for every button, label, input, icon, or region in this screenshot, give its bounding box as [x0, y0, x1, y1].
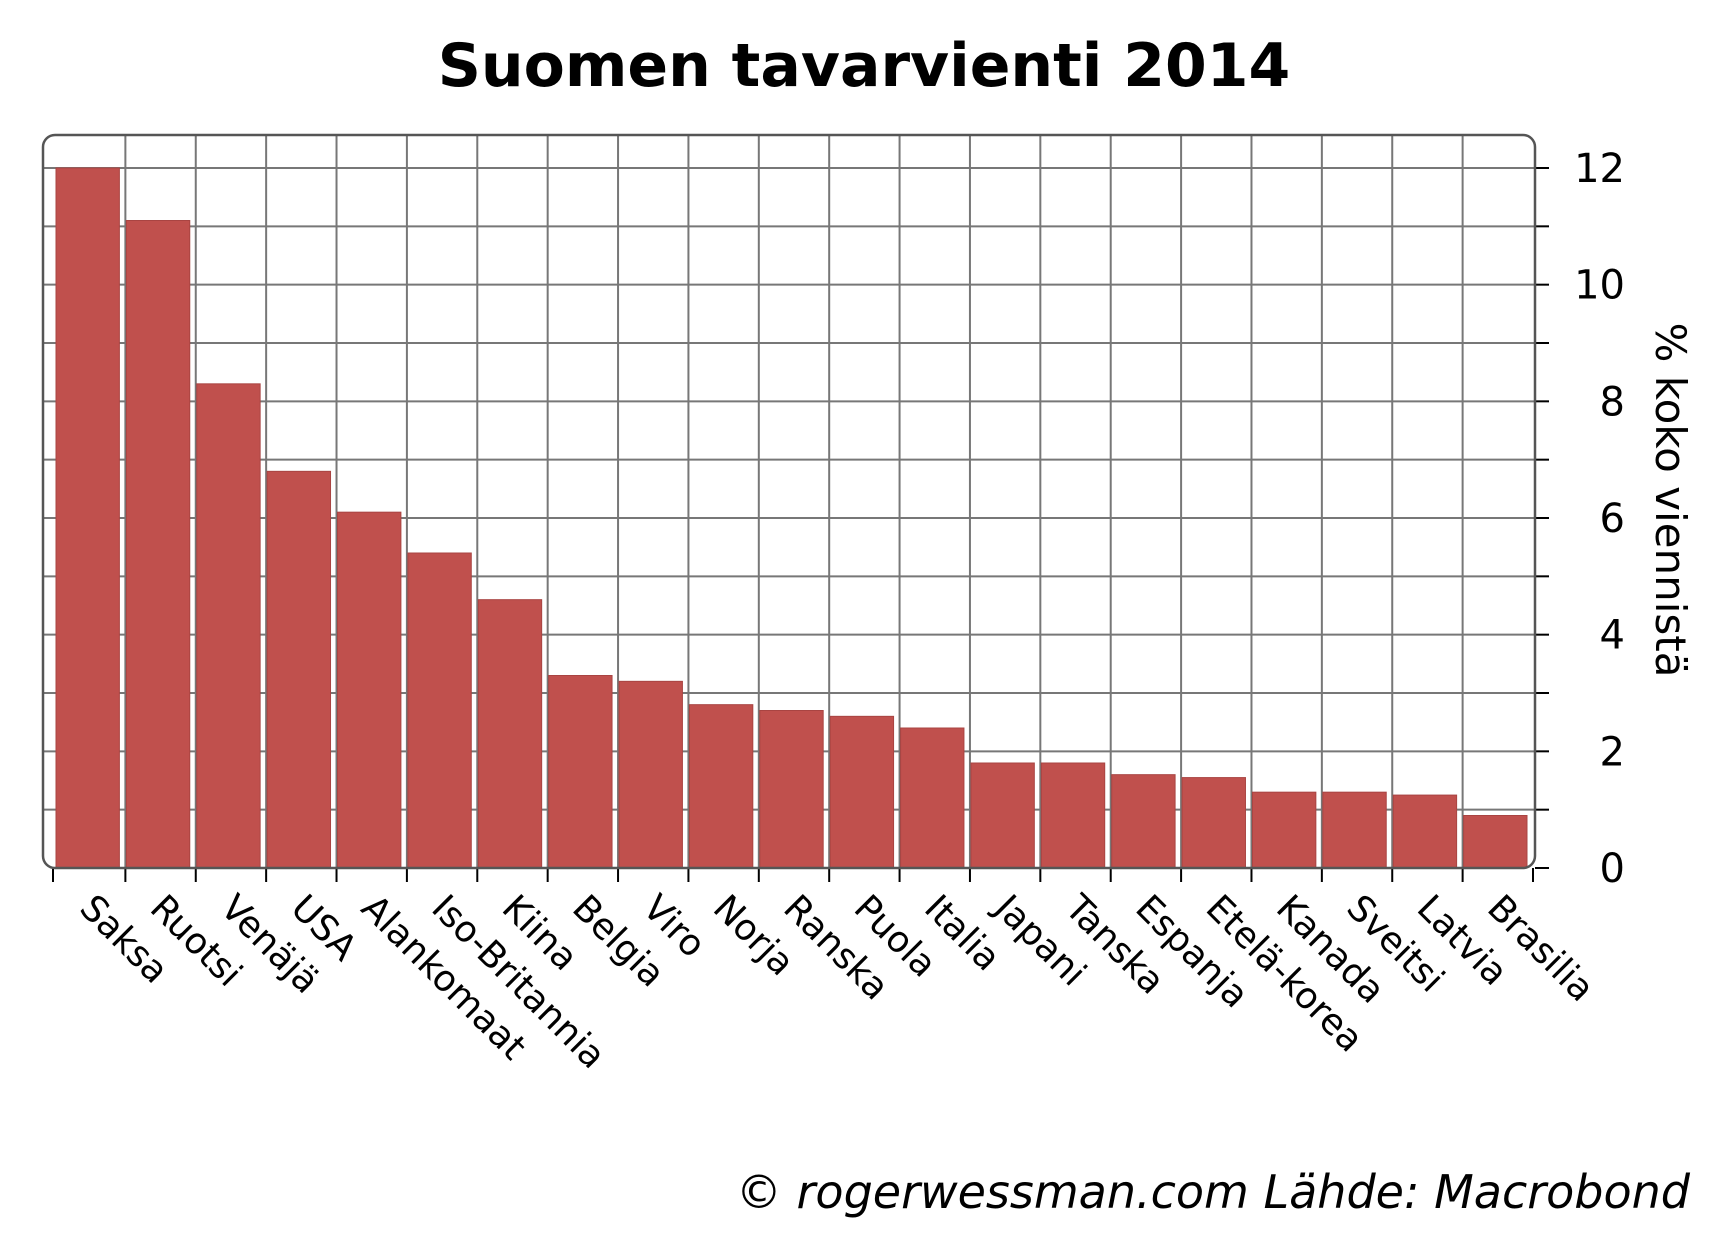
- bar-tanska: [1040, 762, 1106, 869]
- bar-iso-britannia: [407, 552, 472, 869]
- bar-brasilia: [1463, 815, 1528, 869]
- plot-frame: [41, 133, 1537, 870]
- y-tick-label: 6: [1600, 496, 1625, 542]
- y-tick-label: 12: [1574, 146, 1625, 192]
- bar-alankomaat: [337, 511, 402, 869]
- bar-ruotsi: [125, 220, 191, 869]
- bar-saksa: [55, 167, 120, 869]
- bar-belgia: [548, 675, 613, 869]
- y-tick-label: 10: [1574, 263, 1625, 309]
- bar-puola: [829, 715, 895, 869]
- bars: [55, 167, 1528, 869]
- bar-venäjä: [196, 383, 261, 869]
- y-axis-ticks: [1535, 167, 1549, 869]
- x-axis-ticks: [52, 868, 1534, 882]
- x-axis-labels: SaksaRuotsiVenäjäUSAAlankomaatIso-Britan…: [72, 886, 1602, 1077]
- bar-usa: [266, 470, 332, 869]
- y-axis-labels: 0 2 4 6 8 10 12: [1574, 146, 1625, 892]
- bar-kiina: [477, 599, 543, 869]
- bar-espanja: [1111, 774, 1176, 869]
- bar-sveitsi: [1322, 791, 1387, 869]
- bar-ranska: [759, 710, 824, 869]
- y-tick-label: 8: [1600, 379, 1625, 425]
- bar-etelä-korea: [1181, 777, 1246, 869]
- bar-viro: [618, 680, 683, 869]
- y-tick-label: 4: [1600, 613, 1625, 659]
- bar-japani: [970, 762, 1035, 869]
- bar-latvia: [1392, 794, 1458, 869]
- bar-kanada: [1251, 791, 1317, 869]
- bar-norja: [688, 704, 754, 869]
- bar-italia: [900, 727, 965, 869]
- y-axis-title: % koko viennistä: [1646, 322, 1695, 677]
- grid-lines: [43, 135, 1535, 868]
- y-tick-label: 2: [1600, 729, 1625, 775]
- x-tick-label: Norja: [705, 887, 802, 984]
- footer-credit: © rogerwessman.com Lähde: Macrobond: [736, 1165, 1691, 1219]
- y-tick-label: 0: [1600, 846, 1625, 892]
- chart-title: Suomen tavarvienti 2014: [438, 31, 1291, 101]
